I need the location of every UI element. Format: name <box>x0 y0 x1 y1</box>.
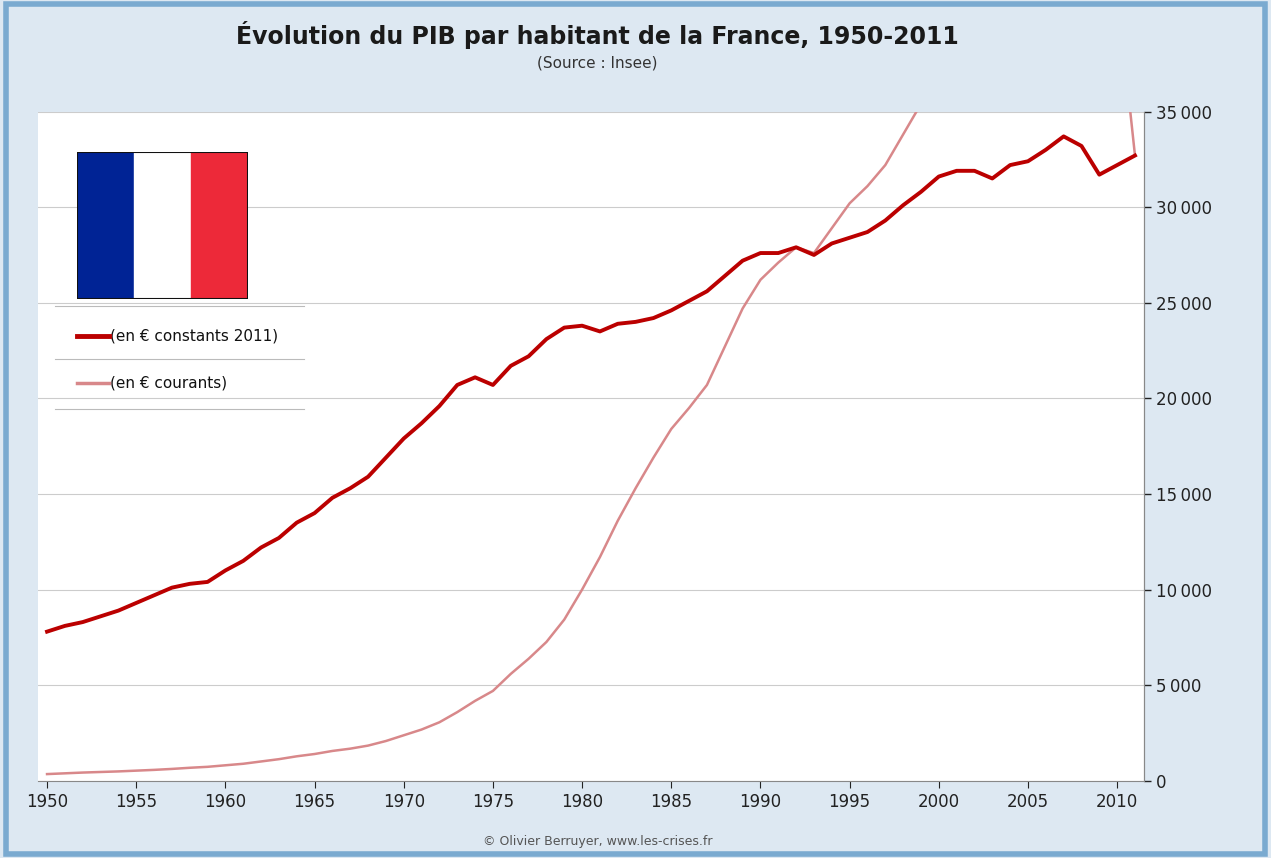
Text: (Source : Insee): (Source : Insee) <box>538 56 657 70</box>
Text: © Olivier Berruyer, www.les-crises.fr: © Olivier Berruyer, www.les-crises.fr <box>483 835 712 848</box>
Text: (en € constants 2011): (en € constants 2011) <box>111 329 278 343</box>
Bar <box>133 152 191 299</box>
Bar <box>76 152 133 299</box>
Text: Évolution du PIB par habitant de la France, 1950-2011: Évolution du PIB par habitant de la Fran… <box>236 21 958 50</box>
Text: (en € courants): (en € courants) <box>111 375 228 390</box>
Bar <box>191 152 248 299</box>
